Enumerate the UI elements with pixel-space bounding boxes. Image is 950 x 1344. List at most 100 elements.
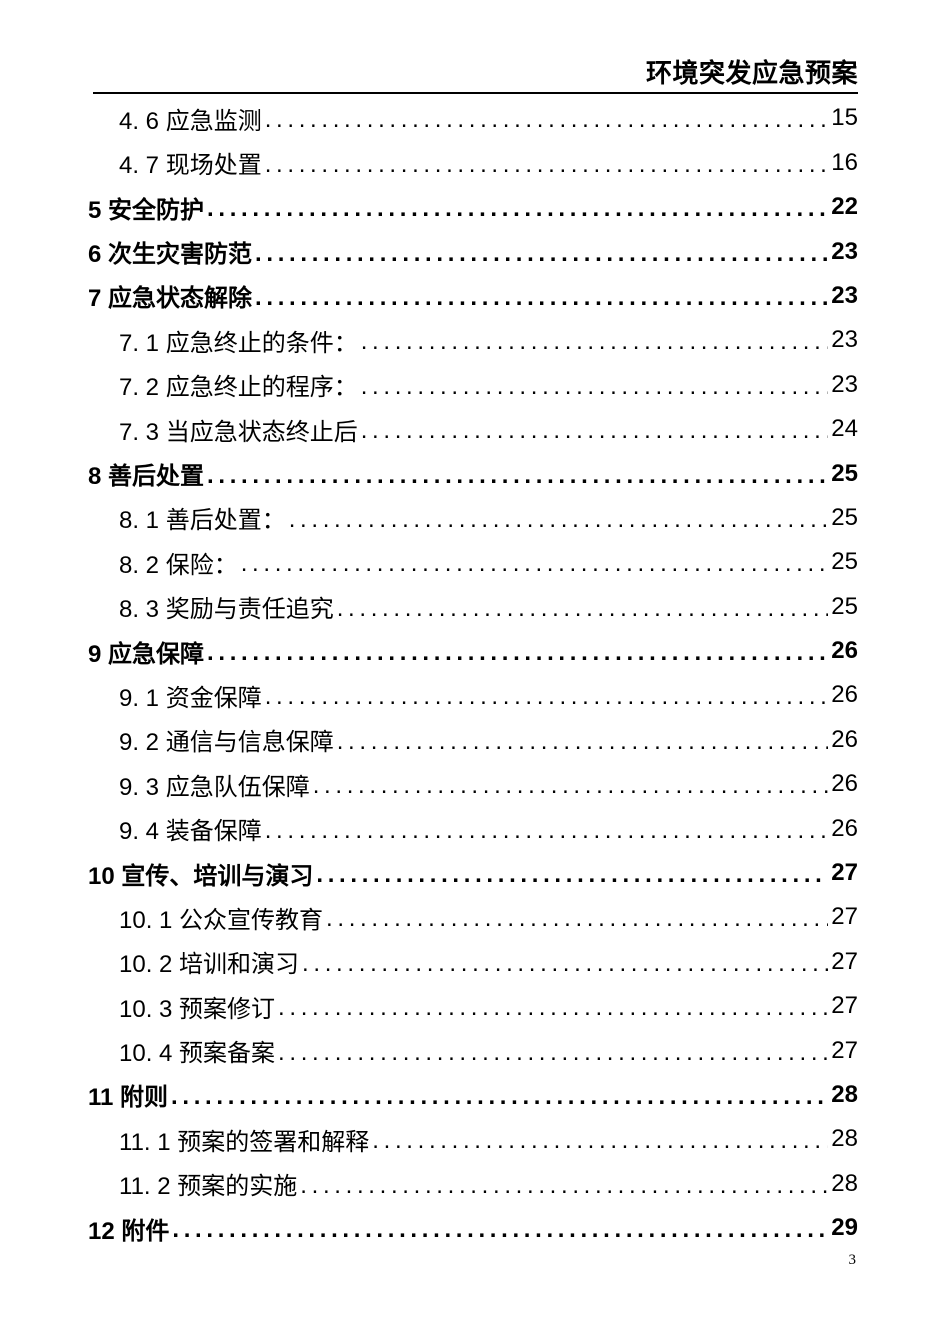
- toc-entry-page: 23: [831, 281, 858, 309]
- toc-dot-leader: [207, 195, 828, 223]
- toc-entry[interactable]: 8. 1 善后处置： 25: [88, 496, 858, 540]
- page-number: 3: [848, 1252, 857, 1269]
- toc-entry[interactable]: 11 附则 28: [88, 1073, 858, 1117]
- toc-entry-label: 8. 3 奖励与责任追究: [119, 596, 334, 624]
- toc-dot-leader: [265, 151, 829, 179]
- toc-entry[interactable]: 10. 2 培训和演习 27: [88, 940, 858, 984]
- toc-entry[interactable]: 8. 2 保险： 25: [88, 540, 858, 584]
- toc-dot-leader: [337, 595, 829, 623]
- toc-dot-leader: [278, 994, 828, 1022]
- toc-entry-page: 25: [831, 503, 858, 531]
- toc-dot-leader: [300, 1172, 828, 1200]
- toc-dot-leader: [265, 817, 829, 845]
- toc-entry[interactable]: 12 附件 29: [88, 1206, 858, 1250]
- page-footer: 3: [88, 1251, 858, 1269]
- toc-entry[interactable]: 4. 7 现场处置 16: [88, 141, 858, 185]
- toc-entry[interactable]: 9 应急保障 26: [88, 629, 858, 673]
- toc-entry-label: 10 宣传、培训与演习: [88, 862, 314, 890]
- toc-dot-leader: [172, 1216, 828, 1244]
- toc-dot-leader: [302, 950, 828, 978]
- toc-entry-page: 27: [831, 992, 858, 1020]
- toc-entry-page: 26: [831, 770, 858, 798]
- toc-entry-page: 26: [831, 725, 858, 753]
- toc-entry[interactable]: 8. 3 奖励与责任追究 25: [88, 584, 858, 628]
- toc-entry-label: 12 附件: [88, 1217, 170, 1245]
- toc-dot-leader: [265, 106, 829, 134]
- toc-entry-page: 23: [831, 237, 858, 265]
- toc-entry-page: 25: [831, 548, 858, 576]
- toc-entry-label: 7. 1 应急终止的条件：: [119, 329, 358, 357]
- toc-entry-page: 23: [831, 370, 858, 398]
- running-header: 环境突发应急预案: [93, 58, 858, 95]
- toc-entry-page: 27: [831, 1036, 858, 1064]
- toc-entry[interactable]: 10. 4 预案备案 27: [88, 1028, 858, 1072]
- toc-entry-label: 7. 2 应急终止的程序：: [119, 374, 358, 402]
- toc-entry-label: 7. 3 当应急状态终止后: [119, 418, 358, 446]
- toc-entry-page: 16: [831, 148, 858, 176]
- toc-entry[interactable]: 10 宣传、培训与演习 27: [88, 851, 858, 895]
- toc-entry-label: 10. 3 预案修订: [119, 995, 276, 1023]
- toc-entry-page: 26: [831, 814, 858, 842]
- toc-entry-label: 11. 1 预案的签署和解释: [119, 1128, 370, 1156]
- toc-entry-label: 10. 4 预案备案: [119, 1040, 276, 1068]
- toc-dot-leader: [207, 462, 828, 490]
- document-title: 环境突发应急预案: [645, 58, 858, 88]
- toc-entry-label: 9 应急保障: [88, 640, 205, 668]
- toc-entry-page: 15: [831, 104, 858, 132]
- toc-entry[interactable]: 7. 1 应急终止的条件： 23: [88, 318, 858, 362]
- toc-entry-label: 11. 2 预案的实施: [119, 1173, 298, 1201]
- toc-dot-leader: [361, 328, 829, 356]
- toc-entry-label: 7 应急状态解除: [88, 285, 253, 313]
- toc-dot-leader: [207, 639, 828, 667]
- toc-entry-page: 26: [831, 681, 858, 709]
- toc-dot-leader: [372, 1127, 828, 1155]
- toc-entry[interactable]: 10. 3 预案修订 27: [88, 984, 858, 1028]
- toc-dot-leader: [265, 683, 829, 711]
- toc-entry[interactable]: 5 安全防护 22: [88, 185, 858, 229]
- toc-entry-page: 28: [831, 1080, 858, 1108]
- toc-dot-leader: [326, 905, 828, 933]
- toc-entry-page: 23: [831, 326, 858, 354]
- toc-entry[interactable]: 9. 1 资金保障 26: [88, 673, 858, 717]
- toc-entry-label: 5 安全防护: [88, 196, 205, 224]
- toc-dot-leader: [361, 373, 829, 401]
- toc-entry-label: 10. 2 培训和演习: [119, 951, 300, 979]
- toc-entry[interactable]: 9. 4 装备保障 26: [88, 806, 858, 850]
- toc-entry-page: 27: [831, 859, 858, 887]
- toc-entry-label: 9. 1 资金保障: [119, 684, 262, 712]
- toc-entry[interactable]: 9. 3 应急队伍保障 26: [88, 762, 858, 806]
- toc-dot-leader: [316, 861, 828, 889]
- toc-entry[interactable]: 7. 2 应急终止的程序： 23: [88, 363, 858, 407]
- toc-entry-label: 8 善后处置: [88, 463, 205, 490]
- toc-entry-label: 8. 2 保险：: [119, 551, 238, 579]
- toc-dot-leader: [171, 1083, 828, 1111]
- toc-entry-page: 29: [831, 1214, 858, 1242]
- toc-entry-page: 26: [831, 637, 858, 665]
- toc-entry[interactable]: 7 应急状态解除 23: [88, 274, 858, 318]
- toc-entry-label: 10. 1 公众宣传教育: [119, 906, 324, 934]
- toc-entry-label: 4. 7 现场处置: [119, 152, 262, 180]
- toc-entry[interactable]: 10. 1 公众宣传教育 27: [88, 895, 858, 939]
- toc-entry[interactable]: 4. 6 应急监测 15: [88, 96, 858, 140]
- toc-dot-leader: [313, 772, 829, 800]
- toc-entry[interactable]: 11. 2 预案的实施 28: [88, 1162, 858, 1206]
- toc-entry[interactable]: 7. 3 当应急状态终止后 24: [88, 407, 858, 451]
- toc-entry-page: 27: [831, 903, 858, 931]
- toc-dot-leader: [241, 550, 829, 578]
- toc-entry-page: 28: [831, 1169, 858, 1197]
- toc-entry-label: 4. 6 应急监测: [119, 107, 262, 135]
- toc-entry-label: 9. 4 装备保障: [119, 818, 262, 846]
- toc-entry-page: 28: [831, 1125, 858, 1153]
- toc-entry[interactable]: 9. 2 通信与信息保障 26: [88, 718, 858, 762]
- toc-entry[interactable]: 8 善后处置 25: [88, 451, 858, 495]
- toc-entry-page: 27: [831, 947, 858, 975]
- toc-entry-label: 8. 1 善后处置：: [119, 507, 286, 535]
- toc-entry[interactable]: 11. 1 预案的签署和解释 28: [88, 1117, 858, 1161]
- toc-dot-leader: [278, 1039, 828, 1067]
- toc-dot-leader: [337, 728, 829, 756]
- toc-entry-label: 9. 3 应急队伍保障: [119, 773, 310, 801]
- toc-entry[interactable]: 6 次生灾害防范 23: [88, 229, 858, 273]
- toc-dot-leader: [255, 284, 828, 312]
- toc-entry-page: 25: [831, 592, 858, 620]
